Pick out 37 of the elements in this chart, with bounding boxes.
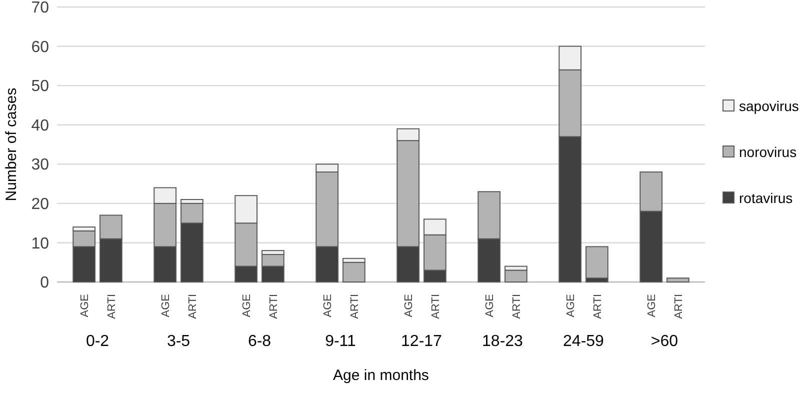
y-tick-label: 30 [31,156,50,174]
x-tick-label: AGE [160,294,172,318]
y-axis-title: Number of cases [3,88,20,202]
x-tick-label: ARTI [106,294,118,319]
text: 12-17 [401,333,442,350]
legend-label: rotavirus [739,190,793,206]
y-tick-label: 70 [31,0,50,17]
text: 6-8 [248,333,272,350]
y-tick-label: 0 [40,274,50,292]
text: 0-2 [86,333,110,350]
y-tick-label: 10 [31,235,50,252]
x-tick-label: AGE [565,294,578,318]
x-axis-title: Age in months [333,367,429,384]
x-tick-label: AGE [79,294,92,318]
y-tick-label: 40 [31,117,50,134]
x-tick-label: AGE [241,294,254,318]
legend-label: sapovirus [739,98,799,114]
text: 24-59 [563,333,604,350]
text: 9-11 [325,333,356,350]
x-tick-label: ARTI [348,294,361,319]
y-tick-label: 20 [31,196,50,214]
x-tick-label: AGE [646,294,658,318]
x-tick-label: ARTI [430,294,442,319]
x-tick-label: ARTI [672,294,685,319]
text: >60 [650,333,678,350]
x-tick-label: ARTI [268,294,280,319]
legend-label: norovirus [739,144,797,160]
y-tick-label: 50 [31,78,50,96]
text: 3-5 [166,333,190,350]
text: 18-23 [482,333,524,350]
x-tick-label: ARTI [592,294,604,319]
x-tick-label: AGE [322,294,334,318]
x-tick-label: AGE [484,294,496,318]
x-tick-label: AGE [403,294,416,318]
x-tick-label: ARTI [186,294,199,319]
x-tick-label: ARTI [510,294,523,319]
y-tick-label: 60 [31,38,50,56]
